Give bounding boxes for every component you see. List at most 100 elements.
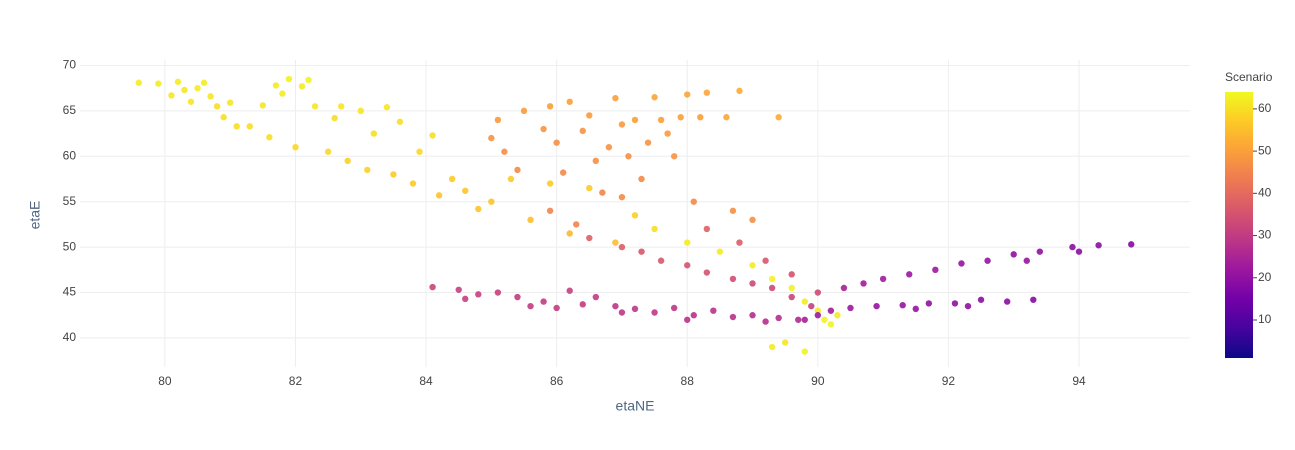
point bbox=[912, 305, 919, 313]
point bbox=[272, 82, 280, 89]
y-tick-label: 60 bbox=[63, 148, 77, 162]
point bbox=[1128, 241, 1135, 248]
point bbox=[429, 132, 436, 139]
point bbox=[964, 302, 972, 310]
point bbox=[475, 205, 482, 213]
point bbox=[612, 302, 619, 310]
point bbox=[612, 239, 619, 246]
point bbox=[690, 198, 697, 205]
point bbox=[781, 339, 789, 346]
colorbar-tick-label: 20 bbox=[1258, 270, 1272, 284]
point bbox=[801, 316, 808, 323]
colorbar-title: Scenario bbox=[1225, 70, 1273, 84]
point bbox=[684, 239, 691, 246]
point bbox=[462, 295, 469, 303]
point bbox=[775, 314, 782, 322]
point bbox=[664, 130, 671, 137]
point bbox=[618, 121, 626, 128]
point bbox=[618, 243, 626, 251]
point bbox=[566, 98, 573, 105]
point bbox=[873, 302, 880, 310]
point bbox=[213, 103, 221, 110]
point bbox=[729, 207, 737, 214]
point bbox=[155, 80, 162, 87]
point bbox=[899, 302, 906, 309]
colorbar-tick-label: 60 bbox=[1258, 101, 1272, 115]
point bbox=[331, 114, 338, 122]
point bbox=[586, 234, 593, 242]
point bbox=[324, 148, 332, 155]
point bbox=[246, 123, 253, 130]
point bbox=[1023, 257, 1030, 264]
point bbox=[364, 166, 371, 174]
point bbox=[684, 316, 691, 323]
point bbox=[932, 266, 939, 274]
point bbox=[559, 169, 567, 176]
point bbox=[605, 143, 613, 151]
x-tick-label: 94 bbox=[1072, 374, 1086, 388]
point bbox=[768, 343, 776, 351]
point bbox=[194, 84, 201, 92]
point bbox=[135, 79, 142, 86]
point bbox=[416, 148, 423, 155]
point bbox=[690, 312, 697, 319]
point bbox=[958, 260, 965, 267]
colorbar bbox=[1225, 92, 1253, 358]
point bbox=[768, 275, 776, 283]
point bbox=[795, 316, 802, 323]
point bbox=[657, 257, 665, 264]
point bbox=[984, 257, 991, 264]
point bbox=[168, 92, 175, 99]
y-tick-label: 45 bbox=[63, 285, 77, 299]
point bbox=[507, 175, 515, 183]
point bbox=[801, 348, 808, 355]
point bbox=[827, 321, 835, 328]
point bbox=[540, 298, 547, 305]
colorbar-tick-label: 50 bbox=[1258, 143, 1272, 157]
point bbox=[703, 225, 711, 233]
point bbox=[814, 289, 822, 296]
point bbox=[279, 90, 286, 97]
y-tick-label: 40 bbox=[63, 330, 77, 344]
point bbox=[768, 284, 776, 292]
point bbox=[638, 175, 645, 183]
point bbox=[710, 307, 717, 314]
point bbox=[546, 103, 554, 110]
point bbox=[285, 75, 293, 83]
point bbox=[631, 305, 639, 313]
point bbox=[586, 112, 593, 119]
point bbox=[1003, 298, 1011, 305]
point bbox=[729, 275, 737, 283]
point bbox=[749, 280, 756, 287]
point bbox=[266, 134, 273, 141]
point bbox=[599, 189, 606, 196]
point bbox=[586, 184, 593, 192]
point bbox=[475, 291, 482, 298]
point bbox=[749, 216, 756, 224]
point bbox=[181, 86, 188, 94]
point bbox=[618, 309, 626, 316]
point bbox=[546, 180, 554, 187]
point bbox=[677, 114, 684, 121]
point bbox=[409, 180, 417, 187]
point bbox=[592, 157, 600, 165]
point bbox=[435, 192, 443, 199]
point bbox=[1010, 251, 1017, 258]
point bbox=[644, 139, 652, 146]
point bbox=[566, 287, 573, 294]
point bbox=[847, 304, 854, 312]
point bbox=[546, 207, 554, 214]
point bbox=[723, 114, 730, 121]
point bbox=[860, 280, 867, 287]
point bbox=[801, 298, 808, 305]
point bbox=[762, 318, 769, 325]
point bbox=[814, 312, 822, 319]
point bbox=[200, 79, 208, 86]
point bbox=[808, 302, 815, 310]
point bbox=[657, 116, 665, 124]
y-axis-title: etaE bbox=[27, 201, 43, 230]
point bbox=[514, 166, 521, 174]
point bbox=[370, 130, 378, 137]
point bbox=[220, 114, 227, 121]
